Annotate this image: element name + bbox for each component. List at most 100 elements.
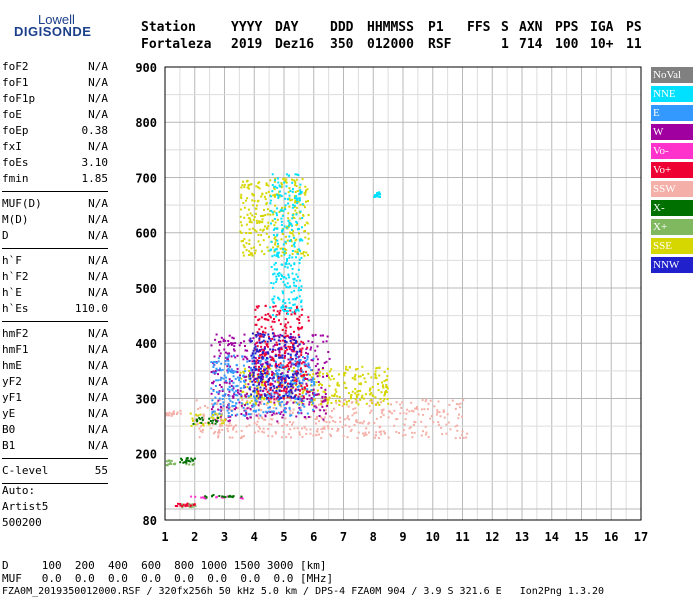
data-point-sse [254,252,256,255]
data-point-x [211,422,214,425]
data-point-vo [274,305,277,308]
data-point-e [221,368,224,371]
data-point-e [290,380,293,383]
data-point-ssw [378,431,381,433]
data-point-sse [221,419,224,422]
data-point-nnw [295,339,297,342]
data-point-vo [298,389,301,392]
data-point-sse [291,252,294,255]
data-point-sse [294,191,297,193]
data-point-sse [375,377,378,380]
data-point-sse [241,390,244,393]
data-point-vo [300,362,303,365]
data-point-sse [293,400,296,403]
auto-artist: Artist5 [2,500,49,513]
data-point-ssw [323,416,326,419]
data-point-vo [293,330,295,333]
data-point-sse [321,384,323,386]
data-point-ssw [246,399,249,402]
data-point-w [257,397,260,400]
data-point-sse [258,221,261,224]
data-point-sse [379,398,382,401]
data-point-vo [177,502,179,505]
data-point-nnw [257,376,260,378]
data-point-sse [242,239,244,242]
data-point-sse [260,234,263,237]
param-name: h`F [2,254,22,267]
data-point-e [246,360,249,363]
data-point-nnw [259,332,262,335]
data-point-ssw [179,409,182,412]
data-point-nne [275,234,278,237]
data-point-ssw [198,427,201,430]
data-point-nnw [287,352,290,355]
data-point-sse [361,373,364,376]
data-point-ssw [309,428,312,431]
data-point-e [267,401,270,403]
data-point-nne [296,197,299,200]
data-point-w [275,366,278,369]
data-point-vo [278,348,281,351]
data-point-sse [195,413,197,416]
data-point-ssw [286,424,289,427]
data-point-sse [306,222,309,225]
data-point-nnw [277,348,280,351]
data-point-sse [293,179,295,182]
data-point-ssw [280,405,283,408]
data-point-ssw [254,431,257,434]
data-point-vo [265,318,268,321]
data-point-nne [282,308,284,311]
data-point-sse [248,232,251,234]
data-point-w [224,339,227,342]
data-point-sse [256,390,258,393]
data-point-e [253,409,256,412]
data-point-ssw [204,404,206,407]
data-point-vo [285,326,288,329]
data-point-vo [276,343,279,346]
data-point-vo [297,333,300,336]
data-point-w [238,401,241,404]
data-point-sse [248,228,251,231]
data-point-vo [290,390,293,393]
data-point-e [312,402,315,405]
data-point-sse [250,247,253,250]
data-point-nne [279,190,281,193]
data-point-sse [336,383,339,386]
data-point-sse [245,223,248,226]
data-point-ssw [381,412,384,415]
data-point-ssw [217,436,220,439]
data-point-ssw [403,423,406,426]
data-point-nnw [254,345,257,348]
data-point-x [180,457,183,460]
data-point-nnw [257,350,260,353]
data-point-nnw [284,339,286,342]
x-tick-label: 6 [310,530,317,544]
data-point-w [223,348,226,351]
data-point-ssw [387,436,390,439]
data-point-w [306,377,309,380]
data-point-ssw [274,432,277,435]
data-point-sse [256,204,258,207]
data-point-w [217,408,220,411]
data-point-ssw [298,433,301,436]
data-point-nne [287,202,290,205]
y-tick-label: 600 [135,227,157,241]
data-point-nnw [253,362,256,365]
param-value: N/A [88,407,108,420]
data-point-sse [261,397,264,400]
data-point-x [190,457,193,460]
legend-item-x: X+ [651,219,693,235]
data-point-e [214,396,217,399]
data-point-nnw [278,390,281,393]
data-point-nnw [291,383,294,386]
data-point-sse [255,212,257,215]
data-point-nne [287,219,290,222]
data-point-e [230,368,233,371]
data-point-nne [285,277,288,280]
data-point-sse [240,240,243,243]
data-point-nnw [290,395,293,398]
data-point-sse [319,371,322,374]
data-point-ssw [446,413,449,416]
data-point-vo [278,394,281,397]
data-point-sse [260,395,263,398]
